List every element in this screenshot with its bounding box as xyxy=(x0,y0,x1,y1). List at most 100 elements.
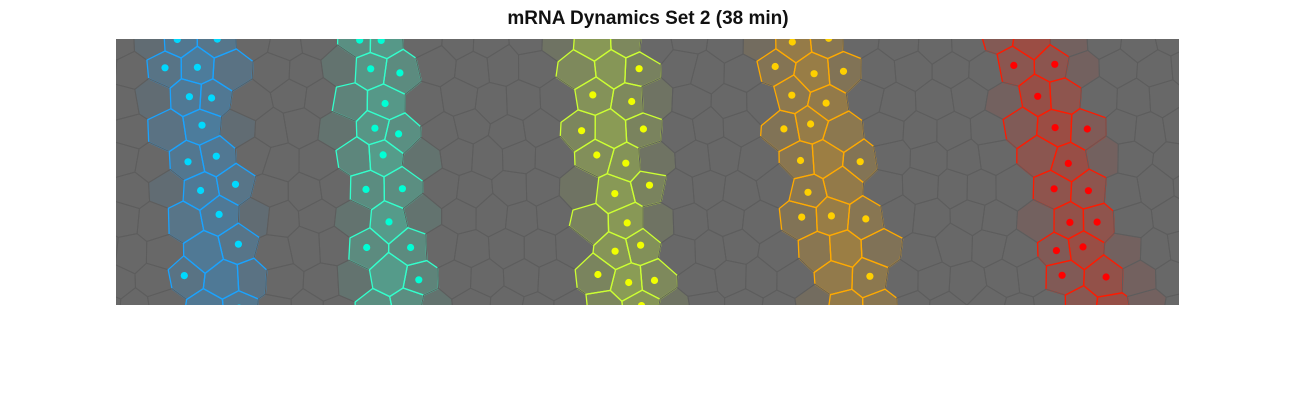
cell xyxy=(290,287,324,305)
stripe-3-cell xyxy=(658,286,690,305)
mrna-spot xyxy=(611,247,619,255)
mrna-spot xyxy=(637,302,646,305)
mrna-spot xyxy=(1058,271,1066,279)
mrna-spot xyxy=(173,39,181,44)
mrna-spot xyxy=(415,276,423,284)
stripe-4-cell xyxy=(861,288,898,305)
stripe-1-cell xyxy=(185,287,224,305)
mrna-spot xyxy=(788,91,796,99)
cell xyxy=(966,284,1008,305)
mrna-spot xyxy=(395,130,403,138)
mrna-spot xyxy=(385,218,393,226)
cell xyxy=(1166,230,1179,264)
mrna-spot xyxy=(622,159,630,167)
mrna-spot xyxy=(1051,124,1059,132)
cell xyxy=(687,290,726,305)
mrna-spot xyxy=(184,158,192,166)
cell xyxy=(451,287,492,305)
mrna-spot xyxy=(589,91,597,99)
mrna-spot xyxy=(593,151,601,159)
mrna-spot xyxy=(594,270,602,279)
mrna-spot xyxy=(788,39,796,46)
figure-title: mRNA Dynamics Set 2 (38 min) xyxy=(507,8,789,29)
mrna-spot xyxy=(231,180,240,188)
mrna-spot xyxy=(822,99,830,107)
mrna-spot xyxy=(367,65,375,73)
mrna-spot xyxy=(161,64,169,72)
mrna-spot xyxy=(623,219,631,227)
stripe-4-cell xyxy=(794,283,831,305)
mrna-spot xyxy=(1079,243,1087,251)
mrna-spot xyxy=(827,212,836,220)
cell xyxy=(119,287,150,305)
cell xyxy=(1161,106,1179,145)
mrna-spot xyxy=(798,213,806,221)
stripe-2-cell xyxy=(354,287,393,305)
cell xyxy=(1004,292,1035,305)
cell xyxy=(724,288,764,305)
cell xyxy=(1170,51,1179,86)
mrna-spot xyxy=(198,121,206,129)
mrna-spot xyxy=(1050,185,1058,193)
cell xyxy=(521,291,555,305)
mrna-spot xyxy=(193,63,201,71)
mrna-spot xyxy=(780,125,788,133)
stripe-2-cell xyxy=(388,287,425,305)
cell xyxy=(322,294,356,305)
cell xyxy=(1164,293,1179,305)
stripe-5-cell xyxy=(1096,292,1130,305)
stripe-1-cell xyxy=(221,289,260,305)
mrna-spot xyxy=(381,99,389,108)
mrna-spot xyxy=(213,39,221,43)
mrna-spot xyxy=(771,62,779,71)
mrna-spot xyxy=(185,93,193,101)
stripe-3-cell xyxy=(641,77,674,121)
cell xyxy=(1172,175,1179,200)
mrna-spot xyxy=(180,272,188,280)
mrna-spot xyxy=(825,39,833,42)
mrna-spot xyxy=(197,186,205,195)
cell xyxy=(929,290,968,305)
mrna-spot xyxy=(407,243,415,252)
mrna-spot xyxy=(1083,125,1091,133)
mrna-spot xyxy=(208,94,216,102)
mrna-spot xyxy=(1066,218,1074,226)
mrna-spot xyxy=(639,125,648,133)
cell xyxy=(257,293,292,305)
mrna-spot xyxy=(1010,61,1018,69)
stripe-3-cell xyxy=(621,289,661,305)
mrna-spot xyxy=(645,181,654,189)
mrna-spot xyxy=(866,272,874,280)
mrna-spot xyxy=(363,243,371,252)
mrna-spot xyxy=(807,120,815,128)
cell-mesh xyxy=(116,39,1179,305)
mrna-spot xyxy=(650,276,659,284)
mrna-spots xyxy=(161,39,1110,305)
stripe-5-cell xyxy=(1064,284,1099,305)
cell xyxy=(146,288,188,305)
stripe-2-cell xyxy=(421,287,453,305)
mrna-spot xyxy=(839,67,848,75)
cell xyxy=(761,289,797,305)
mrna-spot xyxy=(237,304,241,305)
mrna-spot xyxy=(1052,247,1060,255)
mrna-spot xyxy=(234,240,242,248)
stripe-3-cell xyxy=(585,289,623,305)
mrna-spot xyxy=(856,158,864,166)
mrna-spot xyxy=(578,127,586,135)
mrna-spot xyxy=(628,97,636,106)
mrna-spot xyxy=(215,210,223,218)
cell xyxy=(553,287,588,305)
cell xyxy=(896,289,931,305)
mrna-spot xyxy=(212,152,220,160)
cell xyxy=(489,285,525,305)
mrna-spot xyxy=(377,39,385,44)
mrna-spot xyxy=(810,70,818,78)
mrna-spot xyxy=(611,190,619,198)
mrna-spot xyxy=(1084,187,1092,195)
mrna-spot xyxy=(362,185,370,193)
cell xyxy=(1032,288,1066,305)
mrna-spot xyxy=(862,215,870,223)
mrna-spot xyxy=(1064,159,1072,167)
mrna-spot xyxy=(398,185,406,193)
